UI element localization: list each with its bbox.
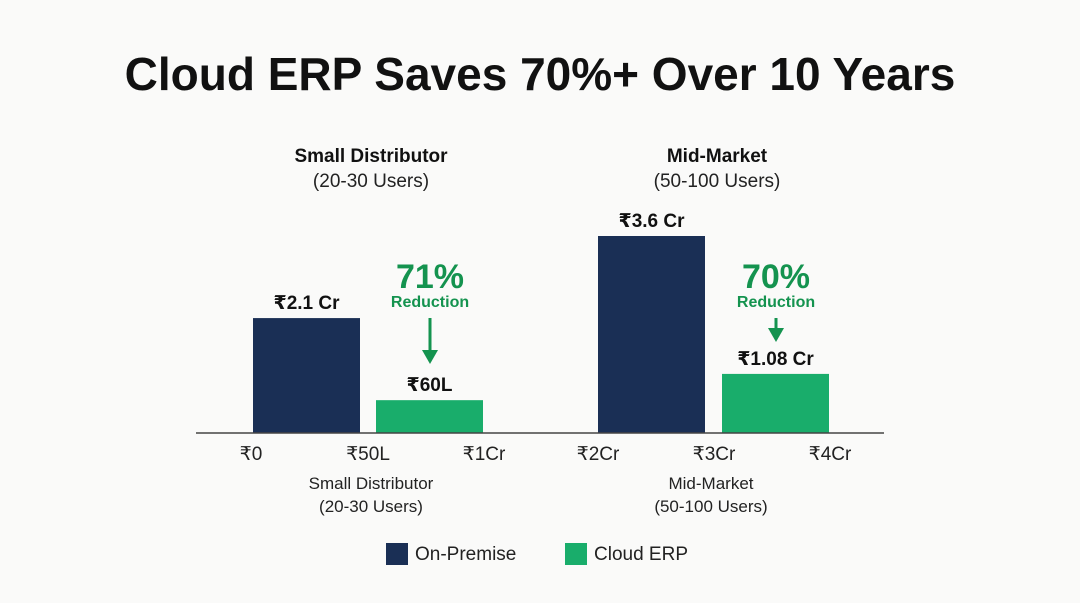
x-category-sublabel: (50-100 Users) xyxy=(654,497,767,516)
x-tick-label: ₹3Cr xyxy=(693,444,736,465)
bar-value-label: ₹2.1 Cr xyxy=(273,293,340,314)
x-tick-label: ₹50L xyxy=(346,444,390,465)
reduction-percent: 70% xyxy=(742,258,810,296)
x-category-label: Mid-Market xyxy=(668,474,753,493)
reduction-annotation: 71% Reduction xyxy=(391,258,469,364)
group-title: Mid-Market xyxy=(667,146,768,167)
down-arrow-icon xyxy=(422,318,438,364)
bar-small-distributor-on-premise xyxy=(253,318,360,433)
bar-mid-market-cloud-erp xyxy=(722,373,829,433)
chart-title: Cloud ERP Saves 70%+ Over 10 Years xyxy=(125,48,956,100)
x-category-sublabel: (20-30 Users) xyxy=(319,497,423,516)
legend-label: Cloud ERP xyxy=(594,544,688,565)
reduction-annotation: 70% Reduction xyxy=(737,258,815,342)
x-category-label: Small Distributor xyxy=(309,474,434,493)
bar-value-label: ₹60L xyxy=(407,375,453,396)
legend-swatch-cloud-erp xyxy=(565,543,587,565)
bar-value-label: ₹1.08 Cr xyxy=(737,349,814,370)
legend-swatch-on-premise xyxy=(386,543,408,565)
bar-value-label: ₹3.6 Cr xyxy=(618,211,685,232)
x-tick-label: ₹0 xyxy=(240,444,263,465)
x-tick-label: ₹1Cr xyxy=(463,444,506,465)
reduction-text: Reduction xyxy=(737,294,815,311)
reduction-percent: 71% xyxy=(396,258,464,296)
down-arrow-icon xyxy=(768,318,784,342)
legend: On-Premise Cloud ERP xyxy=(386,543,688,565)
bar-mid-market-on-premise xyxy=(598,236,705,433)
bar-small-distributor-cloud-erp xyxy=(376,400,483,433)
reduction-text: Reduction xyxy=(391,294,469,311)
x-tick-label: ₹4Cr xyxy=(809,444,852,465)
x-tick-label: ₹2Cr xyxy=(577,444,620,465)
legend-label: On-Premise xyxy=(415,544,516,565)
group-subtitle: (20-30 Users) xyxy=(313,171,429,192)
group-subtitle: (50-100 Users) xyxy=(654,171,781,192)
group-title: Small Distributor xyxy=(294,146,448,167)
